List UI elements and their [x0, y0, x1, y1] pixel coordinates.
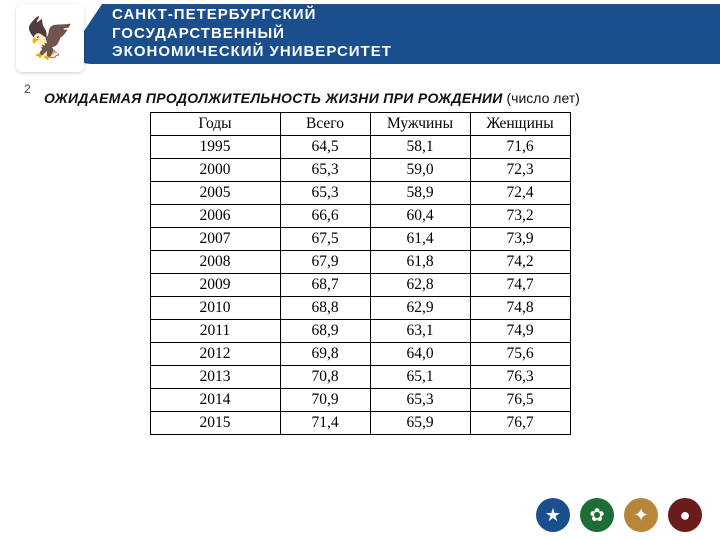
- table-cell: 2005: [150, 182, 280, 205]
- table-cell: 76,5: [470, 389, 570, 412]
- table-cell: 74,2: [470, 251, 570, 274]
- table-cell: 62,9: [370, 297, 470, 320]
- table-header-row: Годы Всего Мужчины Женщины: [150, 113, 570, 136]
- table-cell: 1995: [150, 136, 280, 159]
- table-cell: 74,9: [470, 320, 570, 343]
- table-cell: 62,8: [370, 274, 470, 297]
- university-name-bar: САНКТ-ПЕТЕРБУРГСКИЙ ГОСУДАРСТВЕННЫЙ ЭКОН…: [62, 4, 720, 64]
- life-expectancy-table: Годы Всего Мужчины Женщины 199564,558,17…: [150, 112, 571, 435]
- table-row: 201370,865,176,3: [150, 366, 570, 389]
- table-cell: 68,9: [280, 320, 370, 343]
- table-cell: 74,8: [470, 297, 570, 320]
- table-cell: 58,9: [370, 182, 470, 205]
- table-cell: 2014: [150, 389, 280, 412]
- col-total: Всего: [280, 113, 370, 136]
- table-row: 200867,961,874,2: [150, 251, 570, 274]
- footer-logo-icon: ★: [536, 498, 570, 532]
- table-cell: 70,9: [280, 389, 370, 412]
- table-cell: 2013: [150, 366, 280, 389]
- table-cell: 72,3: [470, 159, 570, 182]
- table-cell: 2009: [150, 274, 280, 297]
- table-cell: 68,7: [280, 274, 370, 297]
- table-row: 201168,963,174,9: [150, 320, 570, 343]
- table-cell: 2010: [150, 297, 280, 320]
- col-year: Годы: [150, 113, 280, 136]
- table-row: 200968,762,874,7: [150, 274, 570, 297]
- table-cell: 59,0: [370, 159, 470, 182]
- table-cell: 2012: [150, 343, 280, 366]
- table-cell: 69,8: [280, 343, 370, 366]
- table-cell: 67,5: [280, 228, 370, 251]
- table-cell: 2006: [150, 205, 280, 228]
- table-cell: 70,8: [280, 366, 370, 389]
- title-main: ОЖИДАЕМАЯ ПРОДОЛЖИТЕЛЬНОСТЬ ЖИЗНИ ПРИ РО…: [44, 90, 503, 106]
- table-cell: 66,6: [280, 205, 370, 228]
- table-cell: 65,3: [370, 389, 470, 412]
- slide-number: 2: [24, 82, 31, 96]
- table-cell: 73,9: [470, 228, 570, 251]
- footer-logo-icon: ●: [668, 498, 702, 532]
- table-row: 200565,358,972,4: [150, 182, 570, 205]
- table-cell: 64,5: [280, 136, 370, 159]
- university-name-text: САНКТ-ПЕТЕРБУРГСКИЙ ГОСУДАРСТВЕННЫЙ ЭКОН…: [112, 6, 392, 62]
- title-note: (число лет): [503, 90, 580, 106]
- footer-logo-icon: ✦: [624, 498, 658, 532]
- table-cell: 61,4: [370, 228, 470, 251]
- table-cell: 76,3: [470, 366, 570, 389]
- table-cell: 63,1: [370, 320, 470, 343]
- footer-logo-icon: ✿: [580, 498, 614, 532]
- table-cell: 71,4: [280, 412, 370, 435]
- table-cell: 74,7: [470, 274, 570, 297]
- table-cell: 65,3: [280, 182, 370, 205]
- table-row: 200666,660,473,2: [150, 205, 570, 228]
- table-cell: 2008: [150, 251, 280, 274]
- table-cell: 67,9: [280, 251, 370, 274]
- table-cell: 72,4: [470, 182, 570, 205]
- table-cell: 2011: [150, 320, 280, 343]
- col-men: Мужчины: [370, 113, 470, 136]
- table-cell: 68,8: [280, 297, 370, 320]
- table-cell: 60,4: [370, 205, 470, 228]
- table-cell: 73,2: [470, 205, 570, 228]
- header-banner: САНКТ-ПЕТЕРБУРГСКИЙ ГОСУДАРСТВЕННЫЙ ЭКОН…: [0, 0, 720, 76]
- table-cell: 71,6: [470, 136, 570, 159]
- university-crest-icon: 🦅: [16, 4, 84, 72]
- table-row: 201470,965,376,5: [150, 389, 570, 412]
- slide-title: ОЖИДАЕМАЯ ПРОДОЛЖИТЕЛЬНОСТЬ ЖИЗНИ ПРИ РО…: [0, 76, 720, 112]
- table-row: 201571,465,976,7: [150, 412, 570, 435]
- table-cell: 65,1: [370, 366, 470, 389]
- col-women: Женщины: [470, 113, 570, 136]
- table-cell: 76,7: [470, 412, 570, 435]
- table-row: 201068,862,974,8: [150, 297, 570, 320]
- table-cell: 64,0: [370, 343, 470, 366]
- table-cell: 2000: [150, 159, 280, 182]
- table-cell: 65,9: [370, 412, 470, 435]
- table-cell: 65,3: [280, 159, 370, 182]
- table-cell: 75,6: [470, 343, 570, 366]
- footer-logos: ★ ✿ ✦ ●: [536, 498, 702, 532]
- table-cell: 2007: [150, 228, 280, 251]
- table-cell: 58,1: [370, 136, 470, 159]
- table-cell: 61,8: [370, 251, 470, 274]
- table-row: 200767,561,473,9: [150, 228, 570, 251]
- table-row: 201269,864,075,6: [150, 343, 570, 366]
- table-row: 200065,359,072,3: [150, 159, 570, 182]
- table-row: 199564,558,171,6: [150, 136, 570, 159]
- table-cell: 2015: [150, 412, 280, 435]
